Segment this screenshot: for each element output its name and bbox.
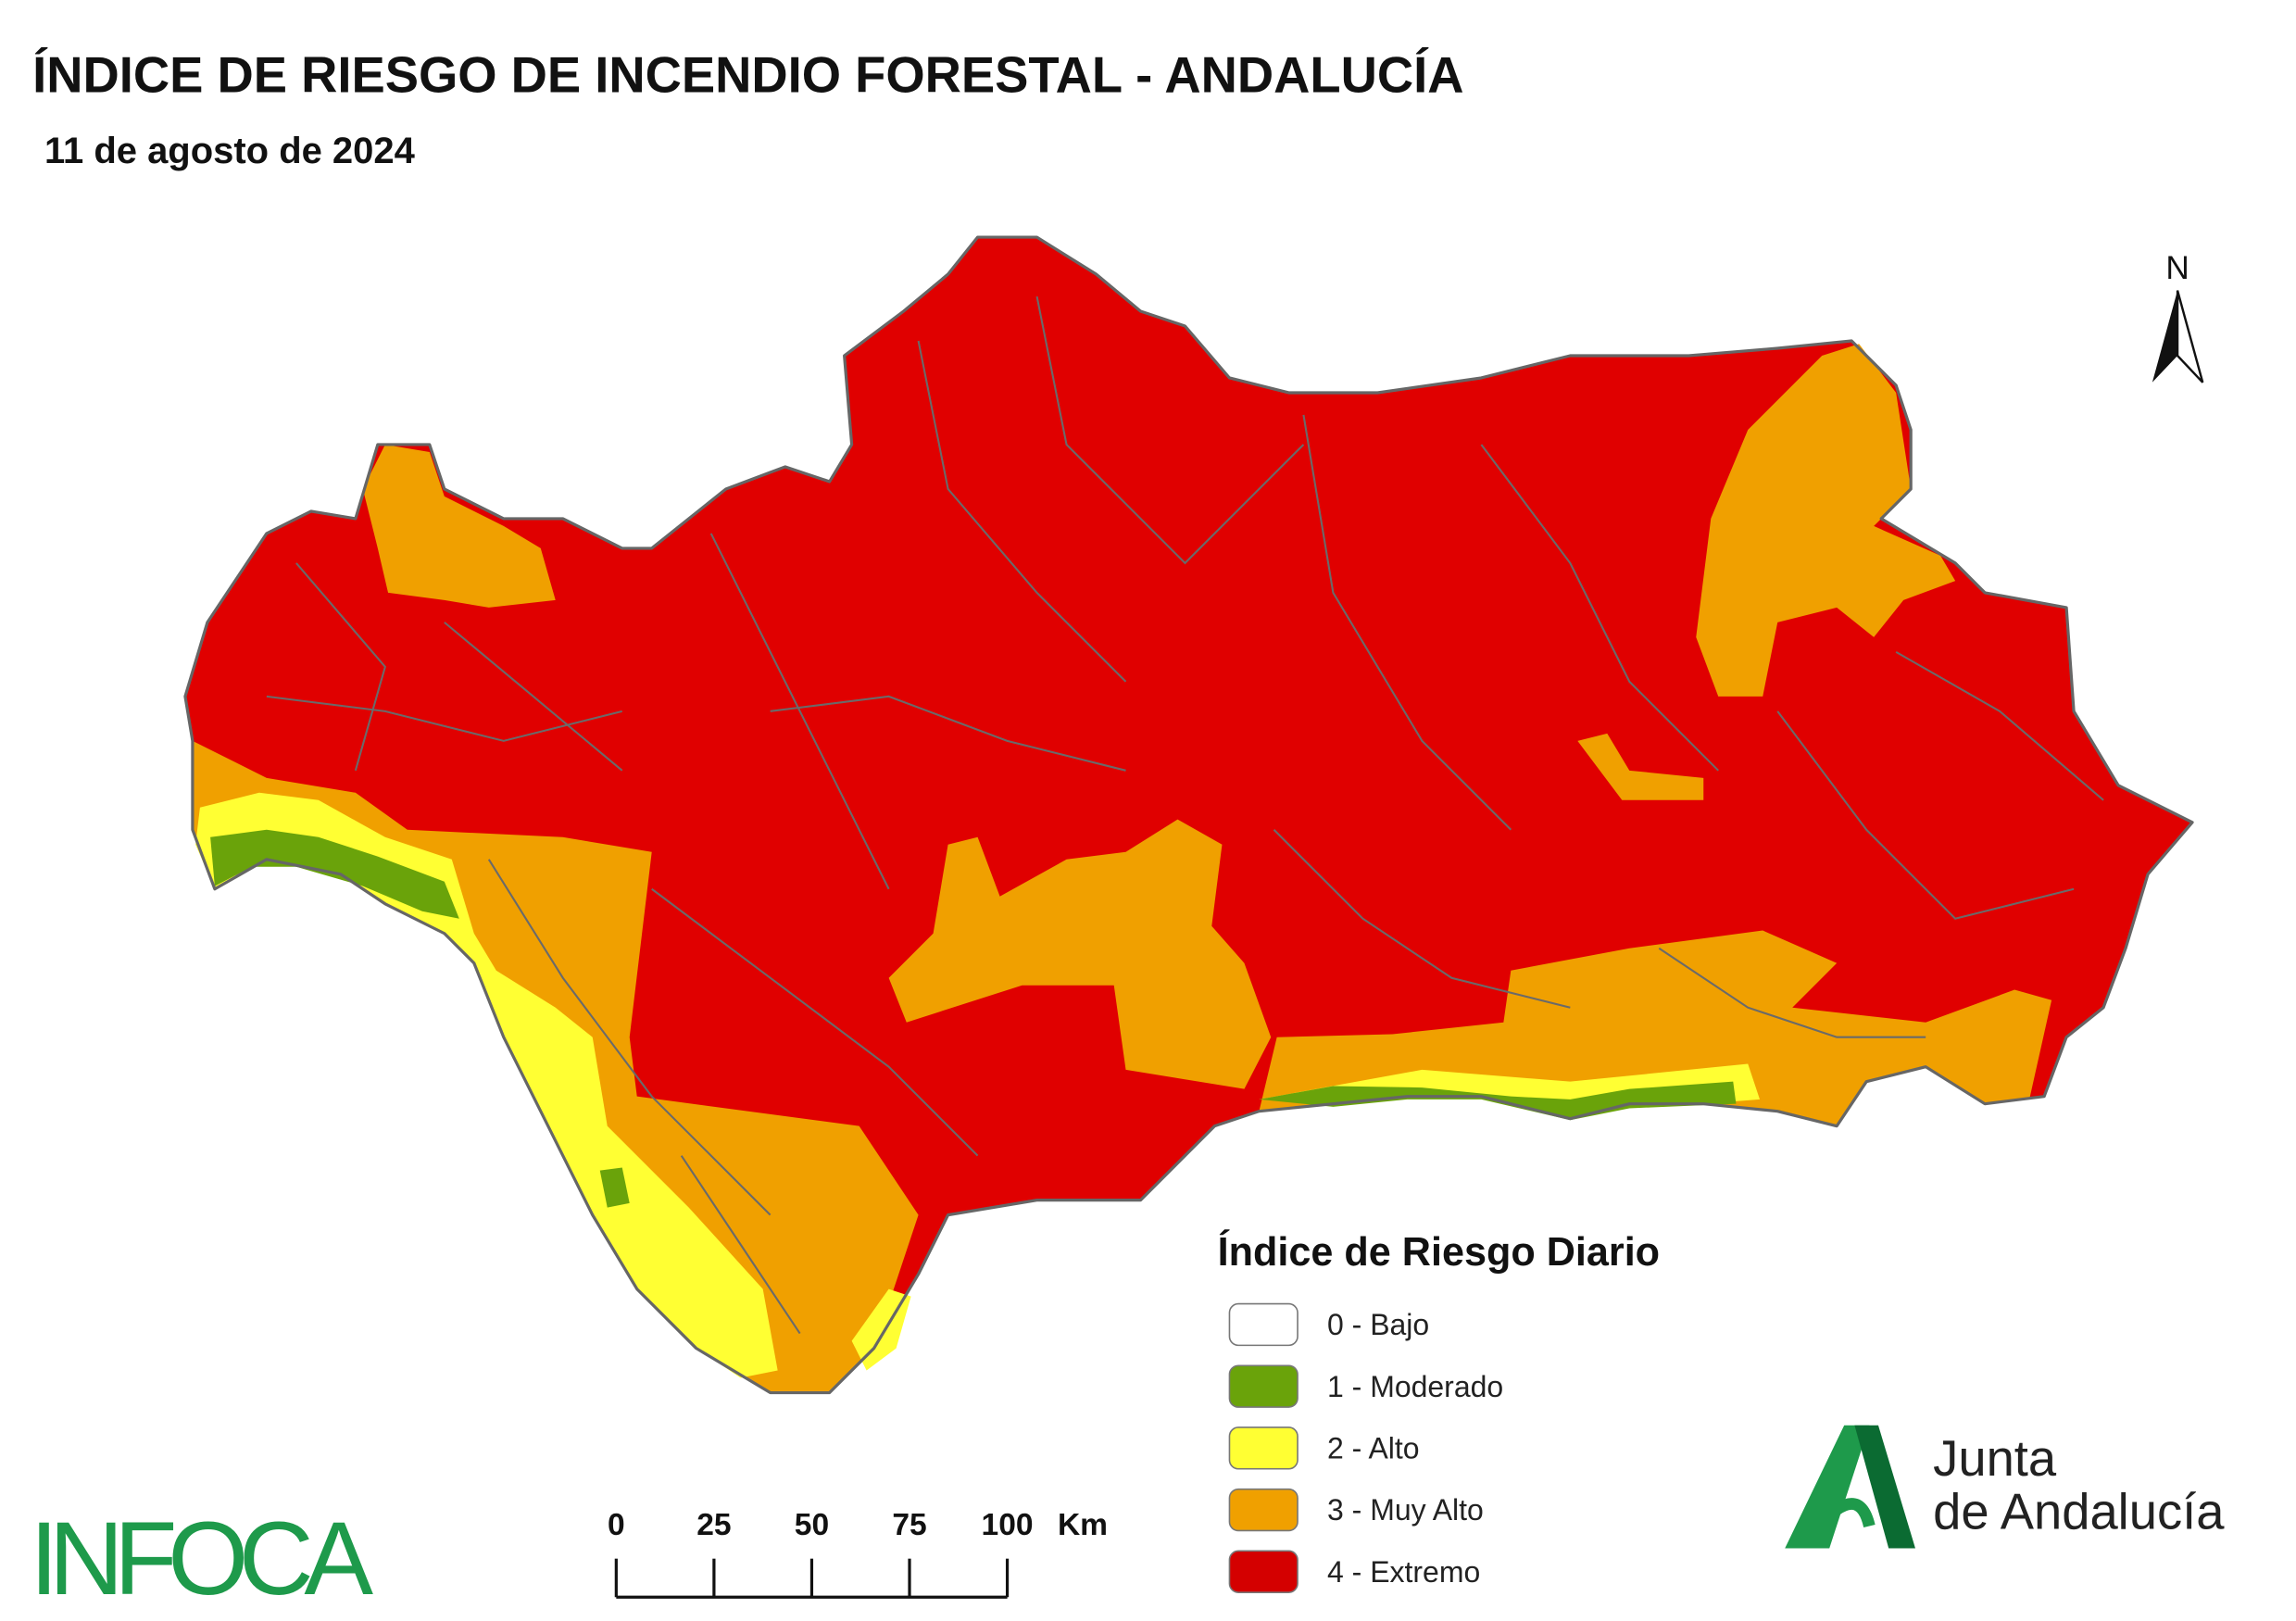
north-label: N xyxy=(2165,250,2189,286)
legend-swatch xyxy=(1228,1302,1299,1347)
north-arrow-left xyxy=(2152,290,2178,383)
legend-swatch xyxy=(1228,1364,1299,1408)
scale-tick-label: 25 xyxy=(696,1508,731,1542)
region-high-se xyxy=(1259,1063,1761,1119)
legend-label: 2 - Alto xyxy=(1327,1432,1420,1465)
legend-label: 1 - Moderado xyxy=(1327,1370,1503,1403)
region-very-high-nw xyxy=(362,444,556,608)
scale-tick-label: 100 xyxy=(982,1508,1034,1542)
date: 11 de agosto de 2024 xyxy=(44,131,416,171)
junta-logo-left xyxy=(1785,1425,1870,1549)
region-outline xyxy=(183,235,2194,1395)
title: ÍNDICE DE RIESGO DE INCENDIO FORESTAL - … xyxy=(32,46,1463,103)
region-high-sw xyxy=(195,792,778,1378)
north-arrow-right xyxy=(2176,290,2204,383)
junta-logo-right xyxy=(1854,1425,1915,1549)
risk-map xyxy=(183,235,2194,1395)
legend-label: 4 - Extremo xyxy=(1327,1555,1480,1589)
legend-swatch xyxy=(1228,1488,1299,1532)
legend-swatch xyxy=(1228,1426,1299,1470)
infoca-logo: INFOCA xyxy=(30,1501,373,1616)
legend-label: 0 - Bajo xyxy=(1327,1308,1429,1341)
legend-label: 3 - Muy Alto xyxy=(1327,1493,1484,1527)
junta-logo: Junta de Andalucía xyxy=(1785,1425,2225,1549)
region-very-high-ne xyxy=(1696,344,1956,697)
junta-line1: Junta xyxy=(1933,1430,2057,1487)
north-arrow: N xyxy=(2152,250,2204,383)
region-very-high-east xyxy=(1577,733,1704,800)
scale-tick-label: 75 xyxy=(892,1508,926,1542)
junta-line2: de Andalucía xyxy=(1933,1484,2225,1540)
scale-tick-label: 50 xyxy=(795,1508,829,1542)
municipal-borders xyxy=(266,295,2104,1335)
scale-tick-label: 0 xyxy=(608,1508,625,1542)
region-very-high-central xyxy=(888,819,1272,1089)
scale-unit: Km xyxy=(1058,1508,1108,1542)
legend-title: Índice de Riesgo Diario xyxy=(1218,1230,1660,1275)
legend-swatch xyxy=(1228,1550,1299,1593)
junta-logo-arc xyxy=(1814,1498,1876,1530)
scale-bar: 0 25 50 75 100 Km xyxy=(608,1508,1108,1599)
legend: Índice de Riesgo Diario 0 - Bajo 1 - Mode… xyxy=(1218,1230,1660,1593)
region-moderate-cadiz xyxy=(599,1167,630,1208)
